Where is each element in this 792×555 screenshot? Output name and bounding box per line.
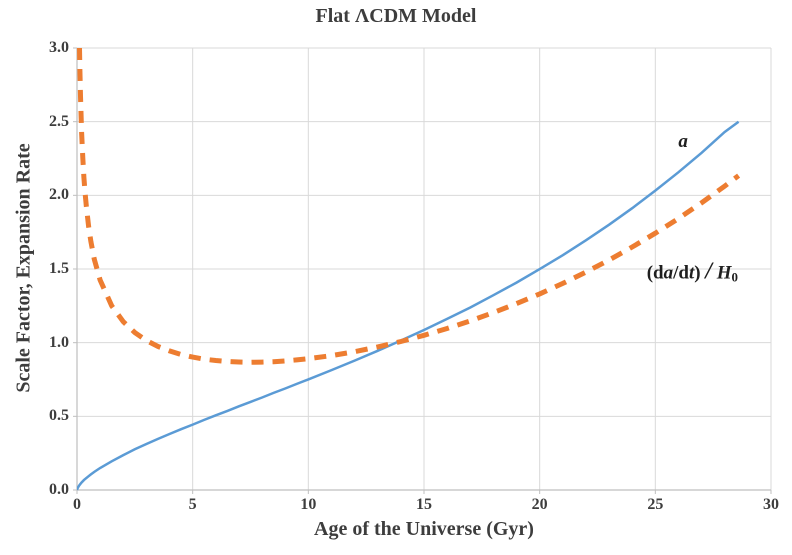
- x-tick-label: 20: [531, 496, 548, 513]
- x-tick-label: 10: [300, 496, 317, 513]
- series-label-dadt: (da/dt) / H0: [646, 258, 738, 285]
- y-tick-label: 2.0: [49, 186, 69, 204]
- y-tick-label: 3.0: [49, 39, 69, 56]
- x-tick-label: 0: [73, 496, 81, 513]
- chart-title: Flat ΛCDM Model: [315, 5, 477, 27]
- y-tick-label: 0.0: [49, 481, 69, 498]
- series-line-a: [77, 120, 740, 491]
- y-tick-label: 1.0: [49, 333, 69, 351]
- series-label-a: a: [678, 131, 688, 153]
- x-tick-label: 25: [647, 496, 664, 513]
- x-tick-label: 5: [188, 496, 197, 513]
- y-tick-label: 1.5: [49, 260, 69, 277]
- y-tick-label: 2.5: [49, 112, 69, 130]
- x-tick-label: 30: [763, 496, 779, 513]
- x-tick-label: 15: [416, 496, 432, 513]
- y-tick-label: 0.5: [49, 407, 69, 425]
- x-axis-title: Age of the Universe (Gyr): [314, 518, 534, 540]
- series-line-dadt: [77, 47, 741, 365]
